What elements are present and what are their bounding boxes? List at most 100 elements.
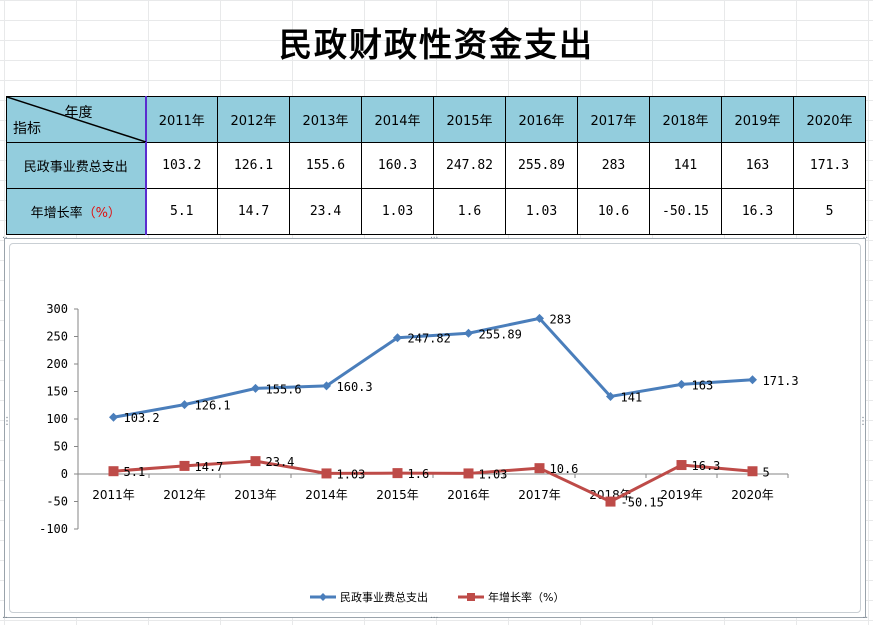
data-point (251, 383, 260, 393)
data-point (179, 460, 190, 471)
data-point (535, 313, 544, 323)
year-header[interactable]: 2016年 (505, 96, 578, 143)
corner-diagonal (7, 97, 146, 142)
legend-entry: 民政事业费总支出 (340, 590, 428, 604)
table-cell[interactable]: -50.15 (649, 188, 722, 235)
data-label: 155.6 (266, 382, 302, 396)
data-label: 247.82 (408, 332, 451, 346)
table-cell[interactable]: 1.03 (361, 188, 434, 235)
data-point (108, 466, 119, 477)
row-label-expenditure[interactable]: 民政事业费总支出 (6, 142, 146, 189)
table-cell[interactable]: 5 (793, 188, 866, 235)
data-label: 23.4 (266, 455, 295, 469)
year-header[interactable]: 2013年 (289, 96, 362, 143)
data-label: 1.03 (479, 467, 508, 481)
resize-handle-bottom-left[interactable]: ∙∙ (2, 612, 8, 623)
x-tick-label: 2011年 (92, 488, 135, 502)
y-tick-label: 0 (61, 467, 68, 481)
data-point (747, 466, 758, 477)
data-label: 171.3 (763, 374, 799, 388)
x-tick-label: 2014年 (305, 488, 348, 502)
data-point (677, 379, 686, 389)
table-cell[interactable]: 171.3 (793, 142, 866, 189)
resize-handle-top[interactable]: ∙∙∙ (430, 232, 439, 243)
legend-entry: 年增长率（%） (488, 590, 564, 604)
year-header[interactable]: 2019年 (721, 96, 794, 143)
table-cell[interactable]: 10.6 (577, 188, 650, 235)
data-label: 16.3 (692, 459, 721, 473)
y-tick-label: -50 (46, 495, 68, 509)
data-point (109, 412, 118, 422)
data-label: 160.3 (337, 380, 373, 394)
data-label: 163 (692, 378, 714, 392)
data-point (748, 375, 757, 385)
row-label-growth[interactable]: 年增长率（%） (6, 188, 146, 235)
x-tick-label: 2017年 (518, 488, 561, 502)
data-point (534, 463, 545, 474)
data-label: 103.2 (124, 411, 160, 425)
corner-cell[interactable]: 年度 指标 (6, 96, 146, 143)
data-point (606, 391, 615, 401)
table-cell[interactable]: 14.7 (217, 188, 290, 235)
corner-indicator-label: 指标 (13, 121, 41, 137)
series-line (113, 316, 753, 419)
resize-handle-right[interactable]: ⋮ (858, 416, 868, 427)
data-label: 5 (763, 465, 770, 479)
data-label: -50.15 (621, 496, 664, 510)
corner-year-label: 年度 (64, 105, 93, 121)
x-tick-label: 2015年 (376, 488, 419, 502)
y-tick-label: 250 (46, 330, 68, 344)
table-cell[interactable]: 103.2 (144, 142, 218, 189)
y-tick-label: 200 (46, 357, 68, 371)
x-tick-label: 2013年 (234, 488, 277, 502)
data-point (393, 333, 402, 343)
data-label: 126.1 (195, 399, 231, 413)
table-cell[interactable]: 247.82 (433, 142, 506, 189)
data-label: 1.6 (408, 467, 430, 481)
table-cell[interactable]: 16.3 (721, 188, 794, 235)
resize-handle-bottom[interactable]: ∙∙∙ (430, 612, 439, 623)
year-header[interactable]: 2014年 (361, 96, 434, 143)
table-cell[interactable]: 255.89 (505, 142, 578, 189)
x-tick-label: 2012年 (163, 488, 206, 502)
data-label: 14.7 (195, 460, 224, 474)
data-point (463, 468, 474, 479)
table-cell[interactable]: 126.1 (217, 142, 290, 189)
table-row: 年增长率（%） 5.1 14.7 23.4 1.03 1.6 1.03 10.6… (6, 188, 866, 235)
table-cell[interactable]: 1.03 (505, 188, 578, 235)
row-label-growth-unit: （%） (82, 206, 121, 221)
resize-handle-bottom-right[interactable]: ∙∙ (862, 612, 868, 623)
data-label: 10.6 (550, 462, 579, 476)
header-row: 年度 指标 2011年 2012年 2013年 2014年 2015年 2016… (6, 96, 866, 143)
data-label: 255.89 (479, 327, 522, 341)
data-point (180, 400, 189, 410)
year-header[interactable]: 2012年 (217, 96, 290, 143)
x-tick-label: 2018年 (589, 488, 632, 502)
resize-handle-left[interactable]: ⋮ (2, 416, 12, 427)
data-point (605, 496, 616, 507)
year-header[interactable]: 2017年 (577, 96, 650, 143)
data-point (676, 460, 687, 471)
resize-handle-top-left[interactable]: ∙∙ (2, 232, 8, 243)
data-label: 1.03 (337, 467, 366, 481)
data-point (464, 328, 473, 338)
resize-handle-top-right[interactable]: ∙∙ (862, 232, 868, 243)
year-header[interactable]: 2020年 (793, 96, 866, 143)
table-cell[interactable]: 283 (577, 142, 650, 189)
data-point (392, 468, 403, 479)
data-point (321, 468, 332, 479)
y-tick-label: 150 (46, 385, 68, 399)
chart-object[interactable]: ∙∙∙ ∙∙∙ ⋮ ⋮ ∙∙ ∙∙ ∙∙ ∙∙ (2, 232, 868, 623)
x-tick-label: 2020年 (731, 488, 774, 502)
data-table: 年度 指标 2011年 2012年 2013年 2014年 2015年 2016… (6, 96, 866, 235)
table-cell[interactable]: 23.4 (289, 188, 362, 235)
page-title: 民政财政性资金支出 (279, 25, 594, 64)
table-row: 民政事业费总支出 103.2 126.1 155.6 160.3 247.82 … (6, 142, 866, 189)
data-label: 283 (550, 312, 572, 326)
data-point (250, 456, 261, 467)
data-label: 5.1 (124, 465, 146, 479)
y-tick-label: 50 (54, 440, 68, 454)
y-tick-label: 300 (46, 302, 68, 316)
x-tick-label: 2019年 (660, 488, 703, 502)
